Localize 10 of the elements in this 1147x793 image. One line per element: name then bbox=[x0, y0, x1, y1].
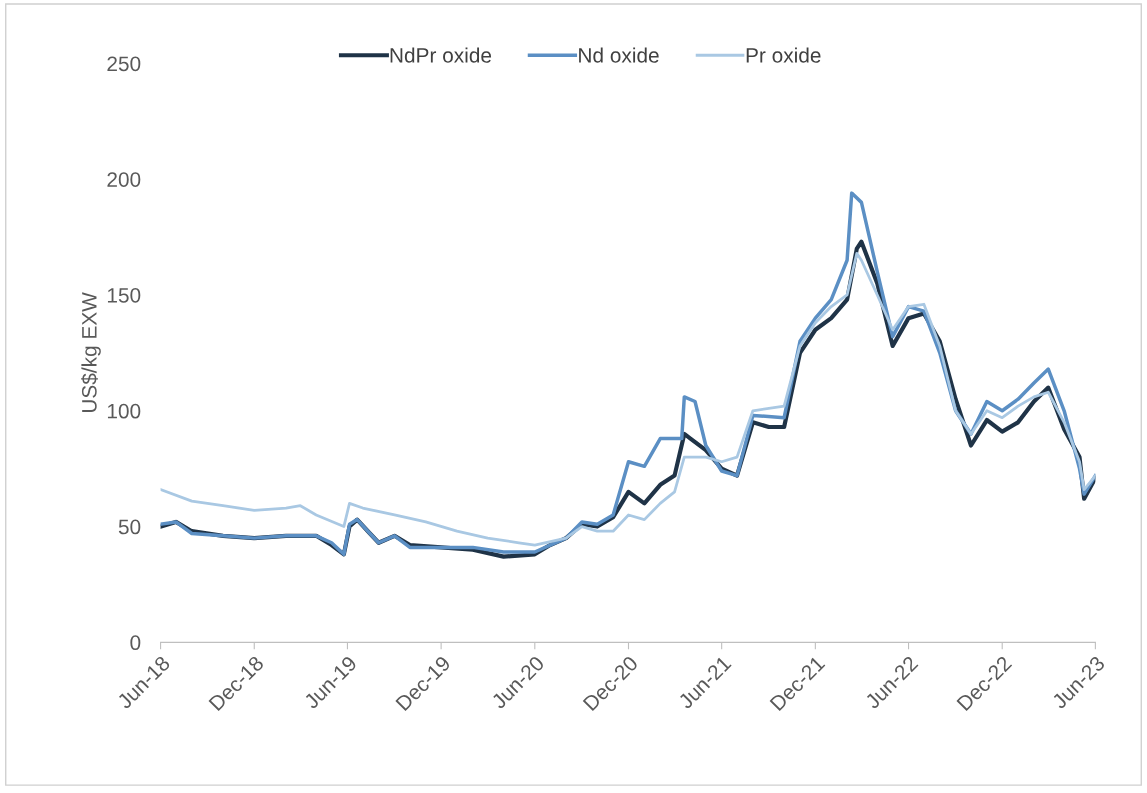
y-axis-title: US$/kg EXW bbox=[81, 292, 101, 413]
y-tick-label: 100 bbox=[107, 403, 141, 419]
y-tick-label: 250 bbox=[107, 56, 141, 72]
y-tick-label: 200 bbox=[107, 172, 141, 187]
y-tick-label: 50 bbox=[118, 519, 141, 535]
legend-label: Nd oxide bbox=[579, 47, 659, 63]
legend-label: Pr oxide bbox=[746, 47, 821, 63]
y-tick-label: 0 bbox=[130, 635, 141, 651]
legend-label: NdPr oxide bbox=[390, 47, 492, 63]
y-tick-label: 150 bbox=[107, 288, 141, 303]
